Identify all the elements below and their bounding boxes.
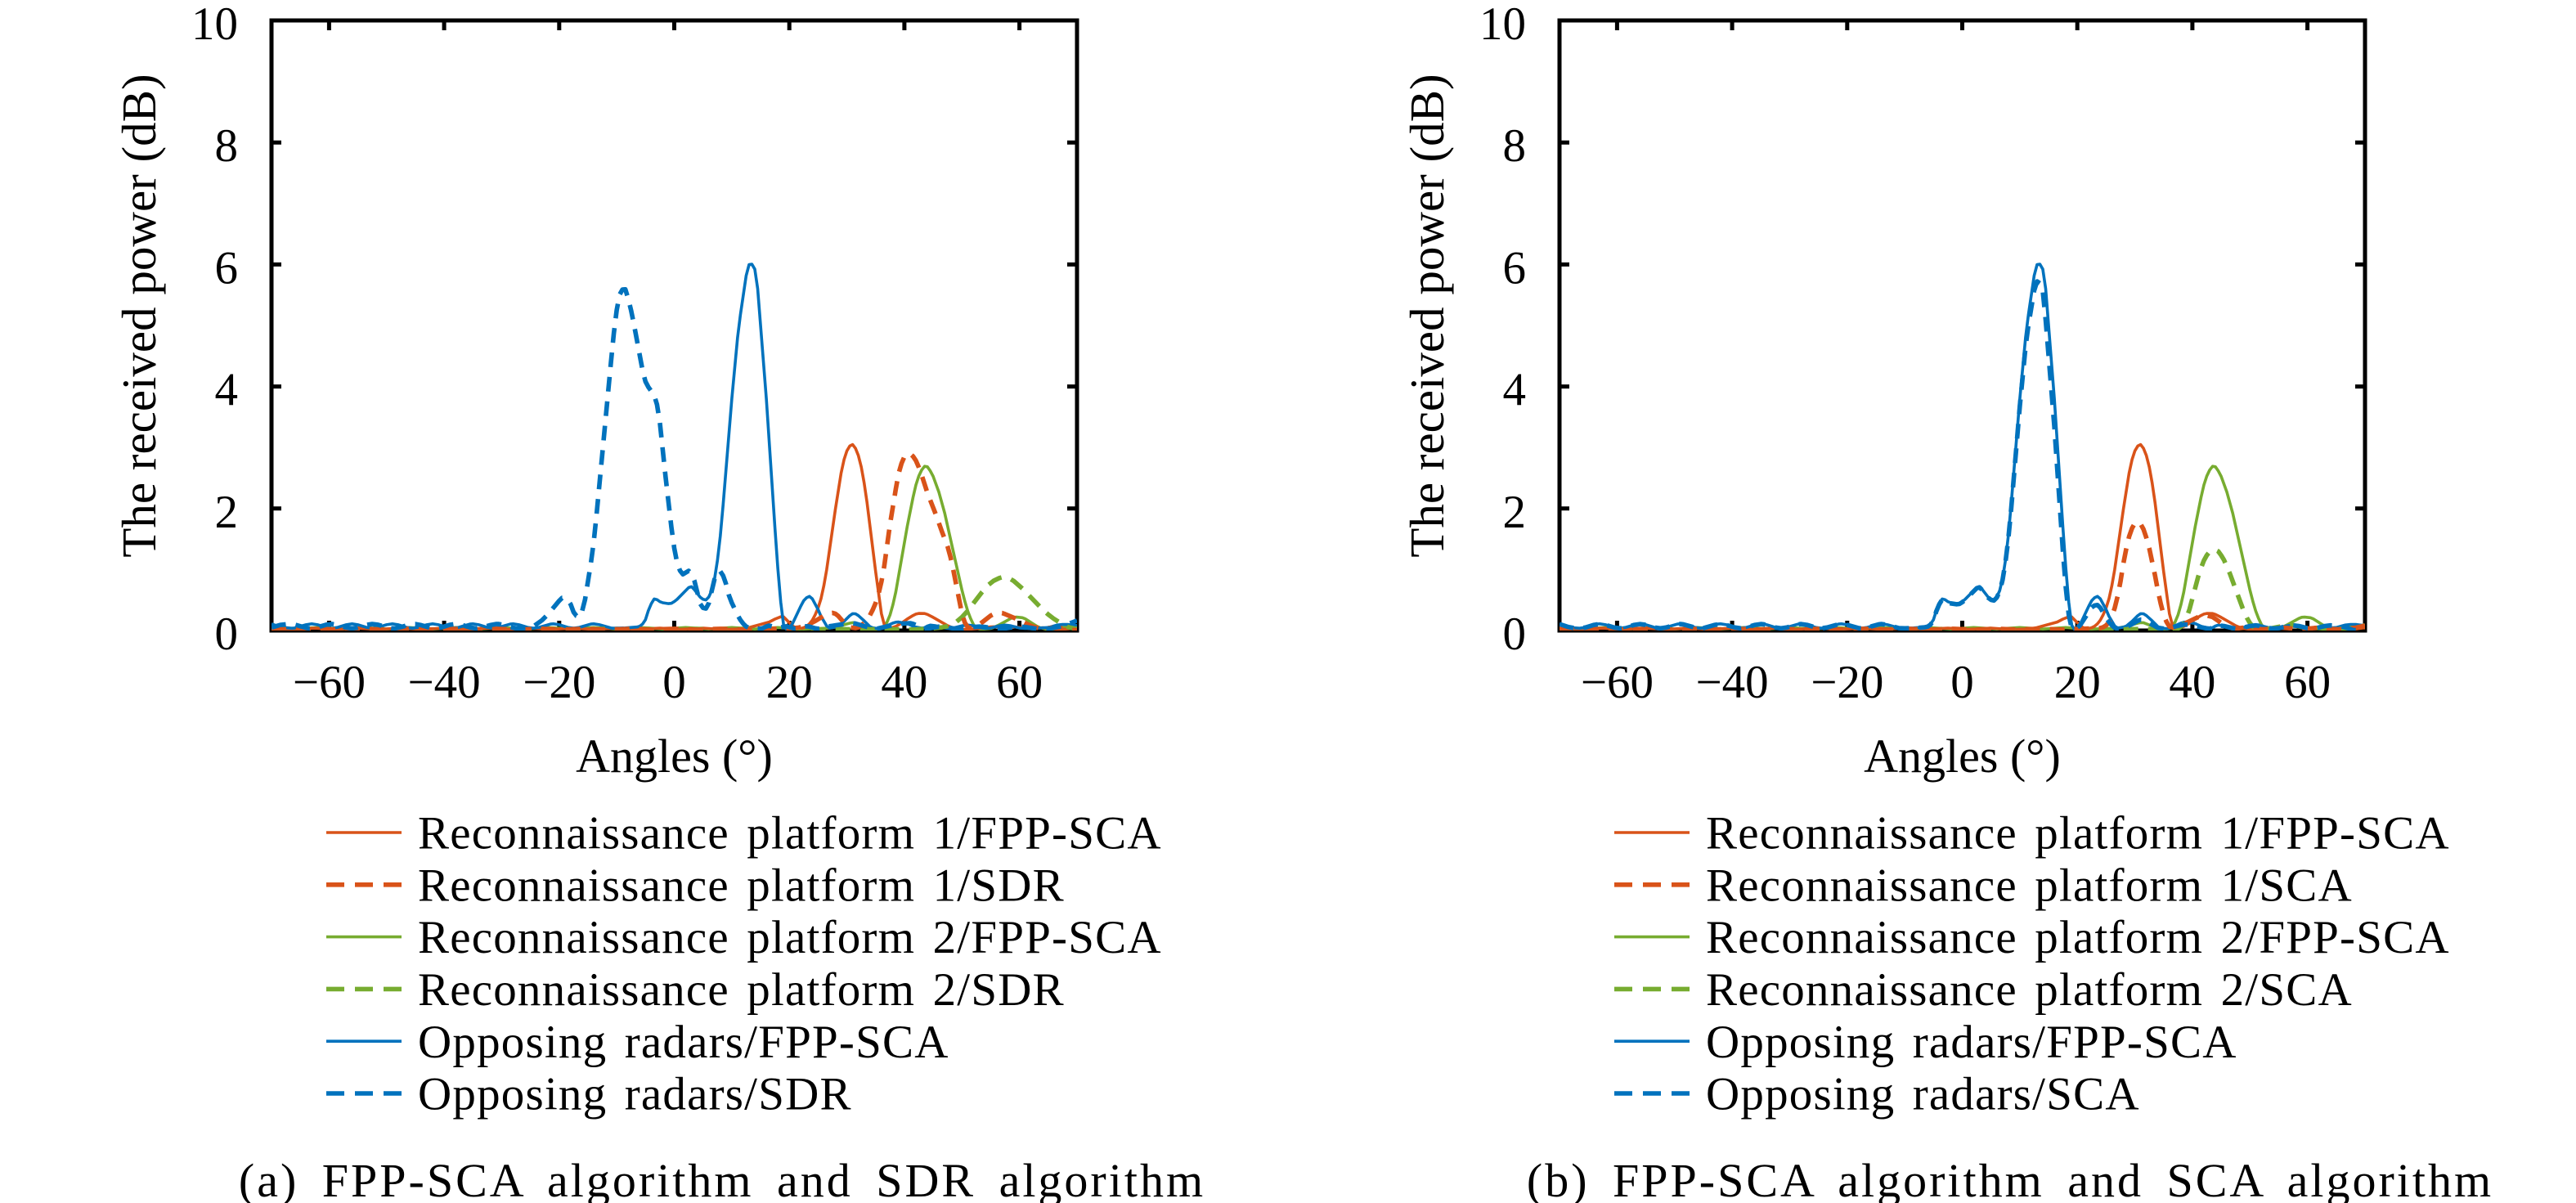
svg-text:Opposing radars/SCA: Opposing radars/SCA [1706, 1069, 2140, 1120]
svg-text:The received power (dB): The received power (dB) [1400, 74, 1454, 557]
svg-text:0: 0 [662, 657, 686, 708]
svg-text:20: 20 [766, 657, 813, 708]
svg-text:8: 8 [215, 120, 239, 172]
svg-text:Reconnaissance platform 2/FPP-: Reconnaissance platform 2/FPP-SCA [1706, 912, 2450, 963]
svg-text:(a) FPP-SCA algorithm and SDR: (a) FPP-SCA algorithm and SDR algorithm [239, 1154, 1205, 1203]
svg-text:Reconnaissance platform 2/FPP-: Reconnaissance platform 2/FPP-SCA [418, 912, 1162, 963]
svg-text:4: 4 [215, 365, 239, 416]
svg-text:10: 10 [191, 0, 238, 50]
svg-text:10: 10 [1479, 0, 1526, 50]
svg-text:−60: −60 [1581, 657, 1654, 708]
svg-text:4: 4 [1503, 365, 1527, 416]
svg-text:−20: −20 [1811, 657, 1883, 708]
svg-text:−60: −60 [293, 657, 366, 708]
svg-text:0: 0 [215, 608, 239, 660]
svg-text:The received power (dB): The received power (dB) [112, 74, 166, 557]
svg-text:6: 6 [1503, 242, 1527, 294]
svg-text:Reconnaissance platform 2/SCA: Reconnaissance platform 2/SCA [1706, 964, 2353, 1016]
svg-text:0: 0 [1503, 608, 1527, 660]
svg-text:0: 0 [1950, 657, 1974, 708]
svg-text:6: 6 [215, 242, 239, 294]
svg-text:Angles (°): Angles (°) [1864, 729, 2061, 783]
svg-text:Reconnaissance platform 1/SDR: Reconnaissance platform 1/SDR [418, 860, 1065, 911]
svg-text:2: 2 [215, 487, 239, 538]
svg-text:Opposing radars/FPP-SCA: Opposing radars/FPP-SCA [418, 1017, 949, 1068]
svg-text:8: 8 [1503, 120, 1527, 172]
svg-text:60: 60 [996, 657, 1043, 708]
svg-text:Opposing radars/SDR: Opposing radars/SDR [418, 1069, 852, 1120]
svg-text:(b) FPP-SCA algorithm and SCA: (b) FPP-SCA algorithm and SCA algorithm [1527, 1154, 2493, 1203]
svg-text:Angles (°): Angles (°) [576, 729, 773, 783]
svg-text:−40: −40 [408, 657, 481, 708]
svg-text:20: 20 [2054, 657, 2101, 708]
svg-text:Reconnaissance platform 1/FPP-: Reconnaissance platform 1/FPP-SCA [418, 808, 1162, 860]
svg-text:Reconnaissance platform 1/FPP-: Reconnaissance platform 1/FPP-SCA [1706, 808, 2450, 860]
svg-text:60: 60 [2284, 657, 2331, 708]
svg-text:Reconnaissance platform 1/SCA: Reconnaissance platform 1/SCA [1706, 860, 2353, 911]
svg-text:40: 40 [881, 657, 927, 708]
svg-text:2: 2 [1503, 487, 1527, 538]
svg-text:−20: −20 [523, 657, 595, 708]
svg-text:Reconnaissance platform 2/SDR: Reconnaissance platform 2/SDR [418, 964, 1065, 1016]
svg-text:Opposing radars/FPP-SCA: Opposing radars/FPP-SCA [1706, 1017, 2237, 1068]
svg-text:−40: −40 [1696, 657, 1769, 708]
svg-text:40: 40 [2169, 657, 2215, 708]
